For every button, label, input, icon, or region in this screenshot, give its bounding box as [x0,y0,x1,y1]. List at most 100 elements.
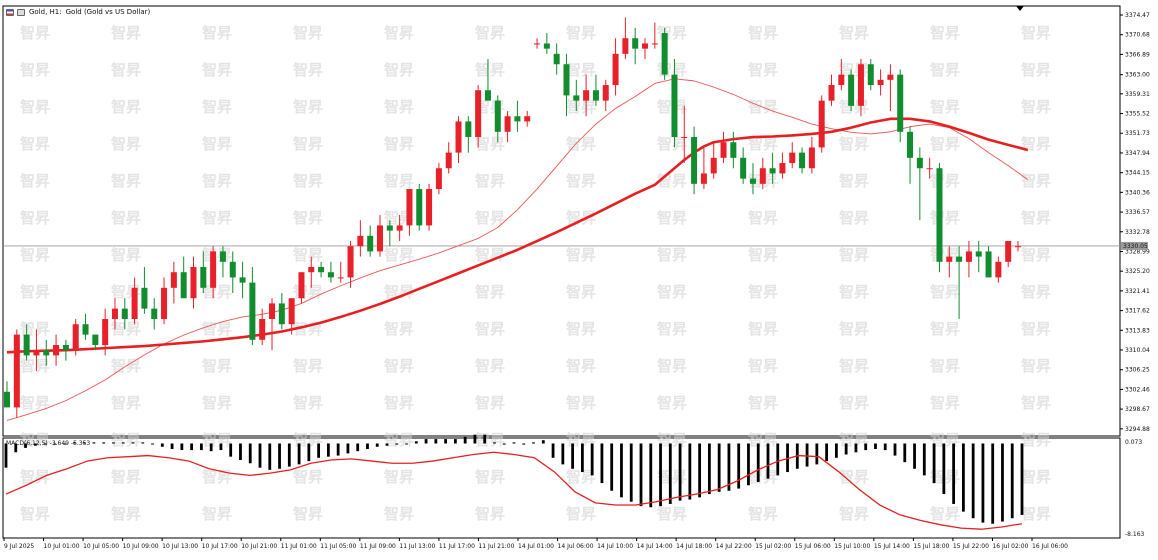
watermark-text: 智昇 [111,394,141,412]
candle [671,59,678,148]
watermark-text: 智昇 [111,468,141,486]
candle-body [416,189,423,226]
candle-body [62,345,69,351]
watermark-text: 智昇 [20,468,50,486]
watermark-text: 智昇 [748,320,778,338]
watermark-text: 智昇 [657,24,687,42]
macd-bar [258,443,262,468]
candle [229,251,236,294]
candle [475,85,482,148]
price-pane-frame [2,5,1121,437]
watermark-text: 智昇 [748,468,778,486]
watermark-text: 智昇 [930,283,960,301]
candle-body [808,147,815,169]
watermark-text: 智昇 [1021,246,1051,264]
candle [661,27,668,80]
candle [426,183,433,231]
watermark-text: 智昇 [202,283,232,301]
ma-slow-line [6,117,1029,354]
candle [170,261,177,304]
watermark-text: 智昇 [20,246,50,264]
macd-bar [248,443,252,464]
candle [916,147,923,221]
candle-body [818,100,825,148]
candle-body [612,53,619,86]
macd-bar [4,443,8,468]
candle [897,69,904,143]
watermark-text: 智昇 [657,135,687,153]
candle-body [936,168,943,262]
macd-bar [424,439,428,444]
macd-bar [991,443,995,524]
candle [455,116,462,164]
watermark-text: 智昇 [930,209,960,227]
macd-bar [92,442,96,444]
macd-bar [551,443,555,458]
macd-bar [688,443,692,500]
candle-body [916,157,923,169]
candle-body [602,85,609,101]
candle [259,308,266,346]
candle [239,261,246,299]
candle-body [278,303,285,325]
watermark-text: 智昇 [475,135,505,153]
candle-body [671,74,678,138]
watermark-text: 智昇 [20,135,50,153]
watermark-text: 智昇 [930,505,960,523]
watermark-text: 智昇 [566,468,596,486]
macd-bar [414,441,418,444]
watermark-text: 智昇 [1021,135,1051,153]
candle [514,100,521,132]
price-axis-label: 3355.52 [1125,111,1150,118]
current-price-label: 3330.05 [1123,243,1148,250]
macd-bar [580,443,584,473]
price-axis-label: 3310.04 [1125,347,1150,354]
watermark-text: 智昇 [111,61,141,79]
candle-body [376,225,383,252]
candle-body [848,74,855,106]
candle [524,111,531,127]
macd-bar [844,443,848,455]
candle [602,79,609,112]
watermark-text: 智昇 [111,246,141,264]
macd-bar [864,443,868,451]
gold-icon [17,8,25,16]
watermark-text: 智昇 [930,357,960,375]
watermark-text: 智昇 [202,209,232,227]
macd-bar [620,443,623,498]
watermark-text: 智昇 [475,246,505,264]
macd-bar [219,443,223,451]
macd-bar [893,443,897,456]
macd-bar [14,443,18,453]
macd-bar [512,442,516,444]
macd-bar [522,443,526,445]
candle-body [465,121,472,138]
candle [4,381,10,408]
price-axis-label: 3328.99 [1125,248,1150,255]
candle [887,64,894,112]
macd-bar [199,443,203,451]
macd-bar [131,442,135,444]
candle-body [475,90,482,138]
candle-body [151,308,158,320]
candle [877,69,884,96]
time-axis-label: 11 Jul 17:00 [439,543,475,550]
candle-body [200,267,207,288]
macd-bar [717,443,721,492]
candle [200,251,207,294]
watermark-text: 智昇 [1021,394,1051,412]
candle [445,142,452,174]
watermark-text: 智昇 [1021,468,1051,486]
candle-body [249,282,256,340]
macd-bar [1001,443,1004,522]
candle [288,298,295,335]
macd-bar [33,443,37,446]
watermark-text: 智昇 [930,172,960,190]
candle-body [828,85,835,101]
macd-bar [366,443,369,449]
candle [102,308,109,356]
candle [956,246,963,320]
watermark-text: 智昇 [566,135,596,153]
